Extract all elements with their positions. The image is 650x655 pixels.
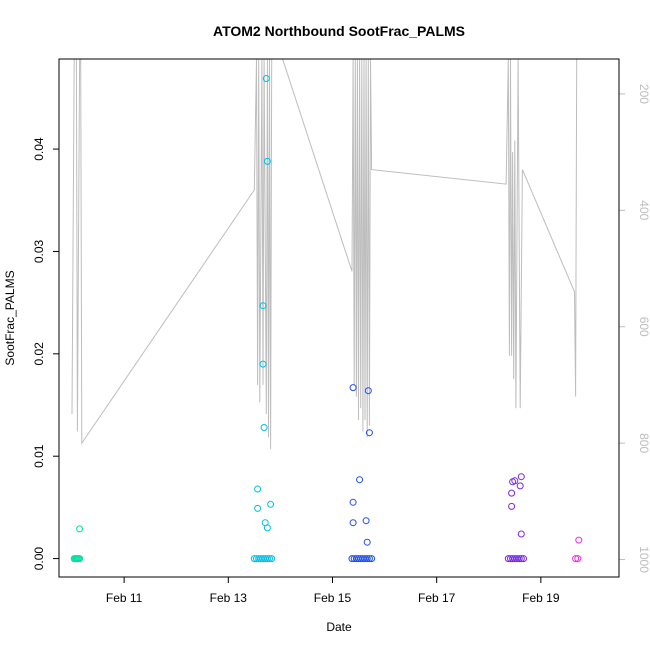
data-point xyxy=(517,473,525,481)
data-point xyxy=(260,424,268,431)
data-point xyxy=(363,538,371,546)
points-layer xyxy=(70,75,583,563)
data-point xyxy=(349,498,357,506)
x-axis-label: Date xyxy=(326,620,352,634)
x-tick-label: Feb 19 xyxy=(522,591,560,605)
data-point xyxy=(263,157,271,165)
data-point xyxy=(349,519,357,527)
data-point xyxy=(511,477,519,485)
x-tick-label: Feb 11 xyxy=(106,591,143,605)
y-axis-label: SootFrac_PALMS xyxy=(3,270,17,365)
data-point xyxy=(361,555,369,563)
x-tick-label: Feb 17 xyxy=(418,591,456,605)
secondary-line xyxy=(71,58,578,450)
y-tick-label: 0.03 xyxy=(32,239,46,263)
data-point xyxy=(76,525,84,533)
data-point xyxy=(349,384,357,392)
data-point xyxy=(363,555,371,563)
data-point xyxy=(574,555,582,563)
right-tick-label: 400 xyxy=(637,200,650,220)
data-point xyxy=(262,75,270,82)
data-point xyxy=(254,485,262,493)
data-point xyxy=(266,555,273,563)
data-point xyxy=(364,387,372,395)
y-tick-label: 0.01 xyxy=(32,444,46,468)
data-point xyxy=(520,555,527,563)
right-tick-label: 600 xyxy=(637,317,650,337)
data-point xyxy=(259,360,267,368)
data-point xyxy=(508,502,516,510)
data-point xyxy=(263,524,271,532)
data-point xyxy=(575,536,583,544)
data-point xyxy=(362,517,370,525)
data-point xyxy=(250,555,258,563)
right-tick-label: 200 xyxy=(637,84,650,104)
y-tick-label: 0.04 xyxy=(32,137,46,161)
data-point xyxy=(517,555,525,563)
plot-frame xyxy=(58,58,620,578)
data-point xyxy=(517,530,525,538)
axes-layer: Feb 11 Feb 13 Feb 15 Feb 17 Feb 19 0.00 0.01 0.… xyxy=(32,84,650,605)
data-point xyxy=(268,555,276,563)
y-tick-label: 0.02 xyxy=(32,342,46,366)
data-point xyxy=(509,555,517,563)
data-point xyxy=(263,555,271,563)
secondary-line-layer xyxy=(71,58,578,450)
data-point xyxy=(259,302,267,310)
data-point xyxy=(267,500,275,508)
data-point xyxy=(365,429,373,437)
x-tick-label: Feb 15 xyxy=(314,591,352,605)
data-point xyxy=(516,482,524,490)
data-point xyxy=(356,476,364,484)
x-tick-label: Feb 13 xyxy=(210,591,248,605)
data-point xyxy=(572,555,580,563)
right-tick-label: 1000 xyxy=(637,546,650,573)
chart-title: ATOM2 Northbound SootFrac_PALMS xyxy=(213,23,465,39)
data-point xyxy=(368,555,376,563)
data-point xyxy=(254,504,262,512)
data-point xyxy=(365,555,373,563)
right-tick-label: 800 xyxy=(637,433,650,453)
data-point xyxy=(515,555,523,563)
data-point xyxy=(76,555,84,563)
y-tick-label: 0.00 xyxy=(32,547,46,571)
data-point xyxy=(508,489,516,497)
